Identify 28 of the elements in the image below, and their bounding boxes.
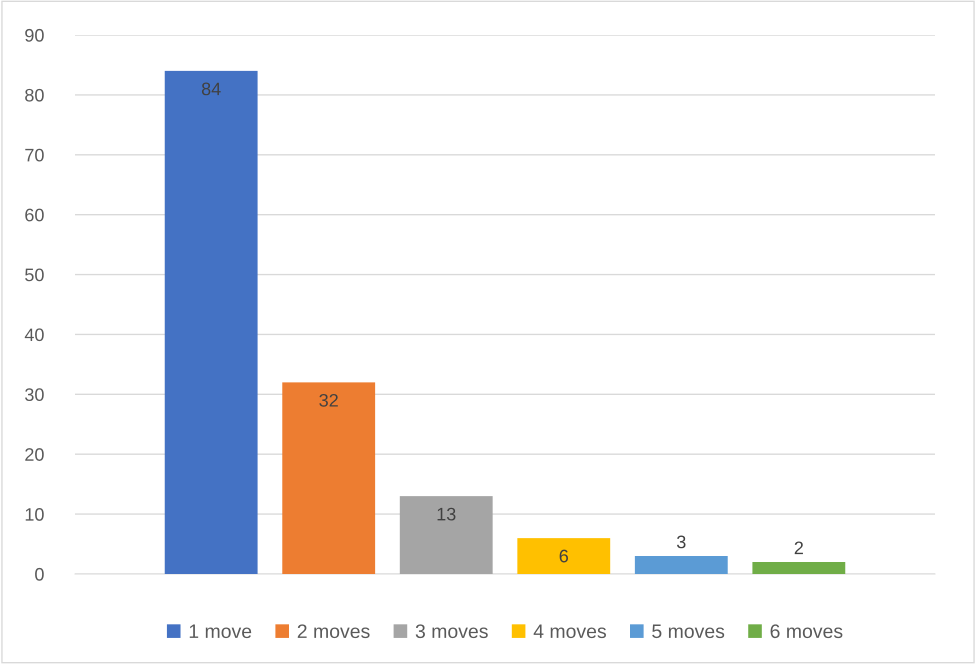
bar <box>634 556 728 574</box>
y-tick-label: 0 <box>35 568 44 581</box>
legend-label: 4 moves <box>534 624 606 638</box>
legend-label: 5 moves <box>652 624 724 638</box>
bar <box>517 538 610 574</box>
y-tick-label: 40 <box>24 328 44 342</box>
legend-label: 2 moves <box>298 624 370 638</box>
legend-label: 1 move <box>190 624 252 638</box>
data-label: 84 <box>202 82 221 96</box>
data-label: 6 <box>560 550 568 562</box>
y-tick-label: 90 <box>25 28 44 42</box>
data-label: 2 <box>794 542 803 554</box>
bar <box>282 382 376 574</box>
bar <box>164 70 258 574</box>
y-tick-label: 10 <box>26 508 44 521</box>
y-tick-label: 70 <box>25 148 44 162</box>
legend-label: 3 moves <box>416 624 488 638</box>
legend-label: 6 moves <box>770 624 842 638</box>
y-tick-label: 30 <box>25 388 44 402</box>
bar <box>400 496 493 574</box>
data-label: 3 <box>676 536 686 548</box>
y-tick-label: 80 <box>25 88 44 102</box>
bar <box>752 562 846 574</box>
y-tick-label: 20 <box>25 448 44 461</box>
y-tick-label: 50 <box>25 268 44 282</box>
data-label: 13 <box>438 508 456 521</box>
y-tick-label: 60 <box>25 208 44 222</box>
data-label: 32 <box>319 394 338 407</box>
